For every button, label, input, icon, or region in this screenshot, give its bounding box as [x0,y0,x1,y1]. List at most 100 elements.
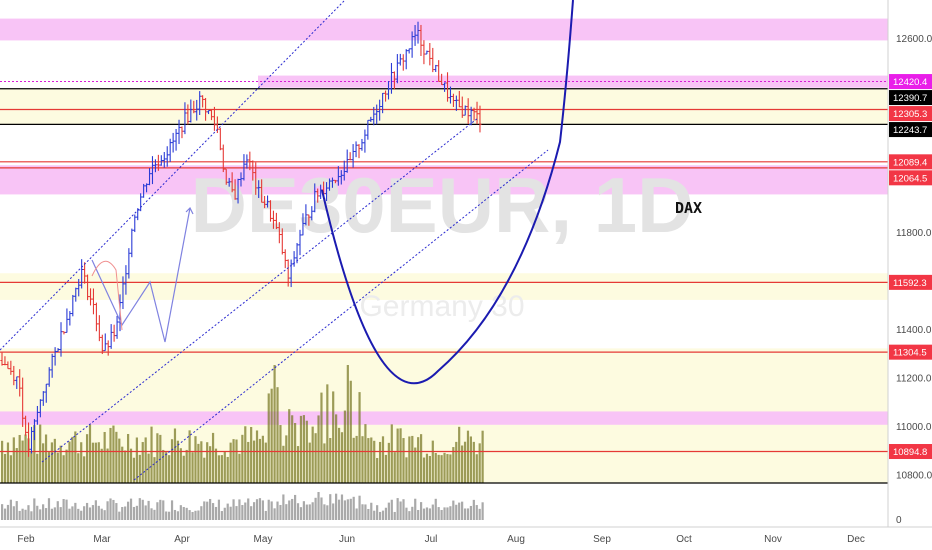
volume-bar [302,415,305,483]
zones-layer [0,18,888,483]
volume-bar-secondary [440,509,443,520]
levels-layer [0,81,888,484]
volume-bar [135,437,138,483]
volume-bar-secondary [24,509,27,520]
volume-bar [335,414,338,483]
description-watermark: Germany 30 [359,290,524,323]
volume-bar-secondary [68,508,71,520]
volume-bar-secondary [302,501,305,520]
volume-bar-secondary [305,504,308,520]
volume-bar [311,426,314,483]
volume-bar [194,436,197,483]
volume-bar-secondary [449,506,452,520]
volume-bar [437,454,440,483]
volume-bar-secondary [203,501,206,520]
volume-bar-secondary [364,504,367,520]
symbol-watermark: DE30EUR, 1D [191,161,694,249]
volume-bar [80,442,83,483]
volume-bar-secondary [235,506,238,520]
volume-bar-secondary [42,504,45,520]
volume-bar [209,446,212,483]
volume-bar [308,442,311,483]
volume-bar-secondary [370,502,373,520]
volume-bar [27,438,30,483]
volume-bar [109,427,112,483]
volume-bar [461,445,464,483]
volume-bar-secondary [88,507,92,520]
month-label: Dec [847,534,865,545]
time-axis[interactable]: Feb Mar Apr May Jun Jul Aug Sep Oct Nov Dec [0,526,932,550]
volume-bar-secondary [367,508,370,520]
price-tag [889,344,932,360]
volume-bar-secondary [381,510,385,520]
volume-bar [478,443,481,483]
volume-bar-secondary [126,501,130,520]
volume-bar-secondary [463,508,467,520]
pattern-arrow [91,207,191,343]
volume-bar-secondary [229,506,232,520]
volume-bar-secondary [109,498,112,520]
volume-bar [472,441,475,483]
volume-bar-secondary [252,502,256,520]
volume-bar-secondary [422,508,426,520]
volume-bar-secondary [411,506,414,520]
volume-bar-secondary [466,508,470,520]
volume-bar [320,392,323,483]
volume-bar-secondary [346,499,349,520]
support-zone [0,88,888,125]
volume-bar-secondary [478,508,481,520]
volume-bar-secondary [214,506,218,520]
volume-bar [452,447,455,483]
volume-bar [18,434,21,483]
volume-bar [370,437,373,483]
volume-bar [247,441,250,483]
volume-bar [147,453,150,483]
volume-bar-secondary [170,500,174,520]
volume-bar [24,434,27,483]
volume-bar [481,430,484,483]
volume-bar [62,455,65,483]
volume-bar-secondary [206,501,209,520]
volume-bar-secondary [159,499,162,520]
volume-bar [185,449,188,483]
volume-bar [21,440,24,483]
volume-bar [229,442,232,483]
volume-bar [408,436,411,483]
volume-bar [150,426,153,483]
volume-bar [387,442,390,483]
price-axis[interactable]: 12600.011800.011600.011400.011200.011000… [887,0,932,528]
volume-bar-secondary [103,510,106,520]
volume-bar-secondary [182,507,185,520]
volume-bar-secondary [129,498,133,520]
channel-upper-line [0,0,346,351]
volume-bar [191,452,194,483]
volume-bar [112,425,115,483]
volume-bar [129,448,133,483]
volume-bar [419,434,423,483]
volume-bar [252,440,256,483]
volume-bar [340,432,344,483]
volume-bar [50,442,54,483]
volume-bar-secondary [18,510,21,520]
volume-bar-secondary [27,505,30,520]
volume-bar-secondary [428,508,431,520]
price-tag [889,170,932,186]
price-tick-label: 11400.0 [896,325,932,336]
volume-bar [15,448,18,483]
volume-bar-secondary [458,502,461,520]
volume-bar [115,431,118,483]
price-tag-label: 12243.7 [893,125,927,136]
volume-bar-secondary [320,497,323,520]
support-zone [0,273,888,300]
volume-bar-secondary [340,494,344,520]
arrow-head [185,206,194,215]
volume-bar [211,432,215,483]
volume-bar-secondary [250,506,253,520]
volume-bar-secondary [273,508,276,520]
volume-bar [264,442,267,483]
volume-bar-secondary [373,510,376,520]
price-tag-label: 11304.5 [893,348,927,359]
volume-bar [323,443,326,483]
volume-bar-secondary [402,499,405,520]
